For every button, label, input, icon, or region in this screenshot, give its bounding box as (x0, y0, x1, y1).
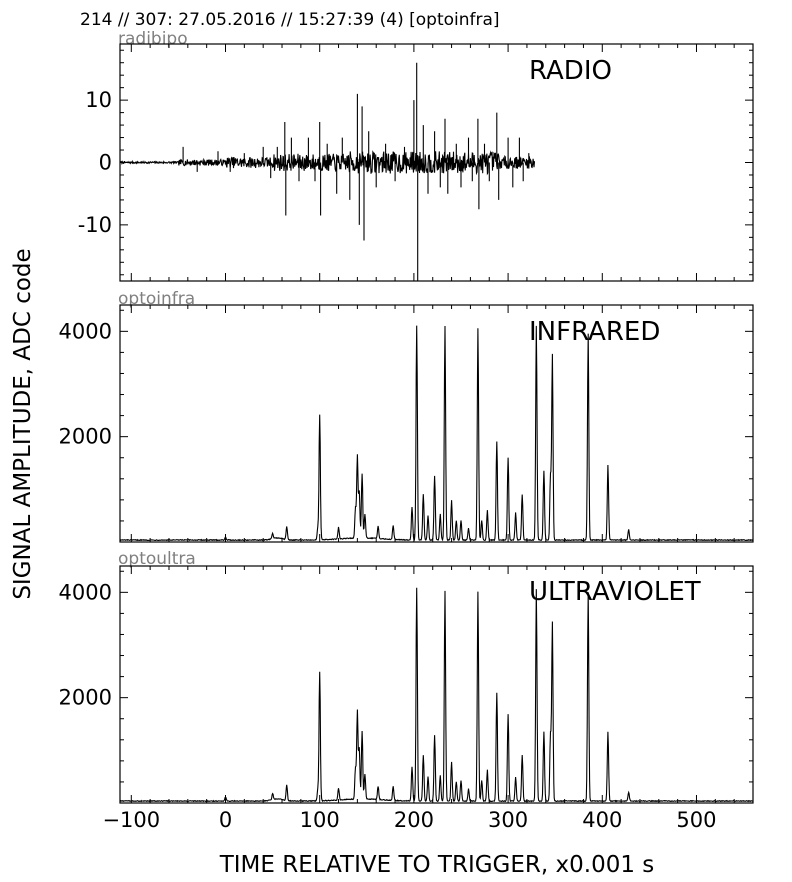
infrared-y-tick-label: 4000 (59, 319, 112, 343)
x-tick-label: 500 (676, 808, 716, 832)
infrared-channel-tag: optoinfra (118, 289, 195, 309)
x-tick-label: 0 (219, 808, 232, 832)
header-title: 214 // 307: 27.05.2016 // 15:27:39 (4) [… (80, 10, 500, 30)
radio-y-tick-label: 0 (99, 151, 112, 175)
radio-title: RADIO (529, 56, 612, 86)
infrared-y-tick-label: 2000 (59, 425, 112, 449)
x-tick-label: −100 (102, 808, 160, 832)
ultraviolet-y-tick-label: 4000 (59, 580, 112, 604)
x-tick-label: 200 (394, 808, 434, 832)
x-axis-label: TIME RELATIVE TO TRIGGER, x0.001 s (219, 852, 655, 878)
x-tick-label: 300 (488, 808, 528, 832)
radio-y-tick-label: 10 (85, 88, 112, 112)
infrared-plot-frame (119, 304, 754, 543)
infrared-title: INFRARED (529, 317, 660, 347)
ultraviolet-channel-tag: optoultra (118, 549, 196, 569)
infrared-panel: optoinfra INFRARED 2000 4000 (59, 289, 754, 543)
infrared-signal-line (119, 325, 754, 542)
y-axis-label: SIGNAL AMPLITUDE, ADC code (10, 248, 36, 599)
radio-signal-line (119, 62, 536, 281)
x-tick-label: 100 (300, 808, 340, 832)
radio-channel-tag: radibipo (118, 29, 188, 49)
radio-plot-frame (119, 43, 754, 282)
ultraviolet-y-tick-label: 2000 (59, 686, 112, 710)
radio-y-tick-label: -10 (78, 213, 112, 237)
radio-panel: radibipo RADIO -10 0 10 (78, 29, 754, 282)
ultraviolet-plot-frame (119, 565, 754, 804)
ultraviolet-panel: optoultra ULTRAVIOLET 2000 4000 −100 0 100 2… (59, 549, 754, 832)
x-tick-label: 400 (582, 808, 622, 832)
ultraviolet-title: ULTRAVIOLET (529, 577, 701, 607)
ultraviolet-signal-line (120, 587, 754, 803)
